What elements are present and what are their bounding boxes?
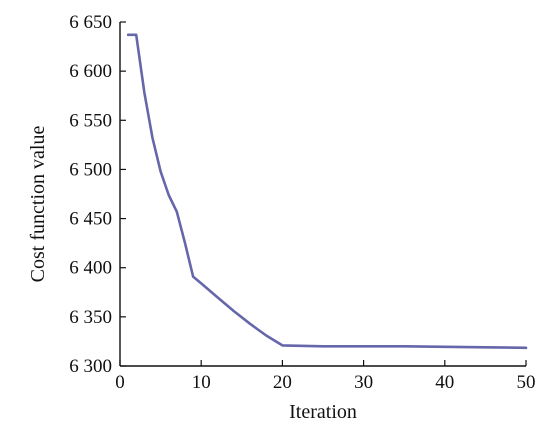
x-tick-label: 50	[517, 372, 536, 393]
y-tick-label: 6 400	[69, 258, 112, 279]
y-axis-title: Cost function value	[27, 126, 49, 283]
x-ticks: 0 10 20 30 40 50	[115, 360, 536, 393]
x-tick-label: 10	[192, 372, 211, 393]
y-tick-label: 6 550	[69, 110, 112, 131]
y-ticks: 6 300 6 350 6 400 6 450 6 500 6 550 6 600 6 650	[69, 12, 126, 377]
x-axis-title: Iteration	[289, 401, 357, 423]
x-tick-label: 30	[354, 372, 373, 393]
y-tick-label: 6 600	[69, 61, 112, 82]
series-layer	[126, 33, 528, 350]
y-tick-label: 6 300	[69, 356, 112, 377]
y-tick-label: 6 450	[69, 209, 112, 230]
axes	[119, 22, 526, 367]
x-tick-label: 0	[115, 372, 125, 393]
y-tick-label: 6 350	[69, 307, 112, 328]
y-tick-label: 6 650	[69, 12, 112, 33]
series-line	[126, 33, 528, 350]
x-tick-label: 40	[435, 372, 454, 393]
x-tick-label: 20	[273, 372, 292, 393]
y-tick-label: 6 500	[69, 159, 112, 180]
